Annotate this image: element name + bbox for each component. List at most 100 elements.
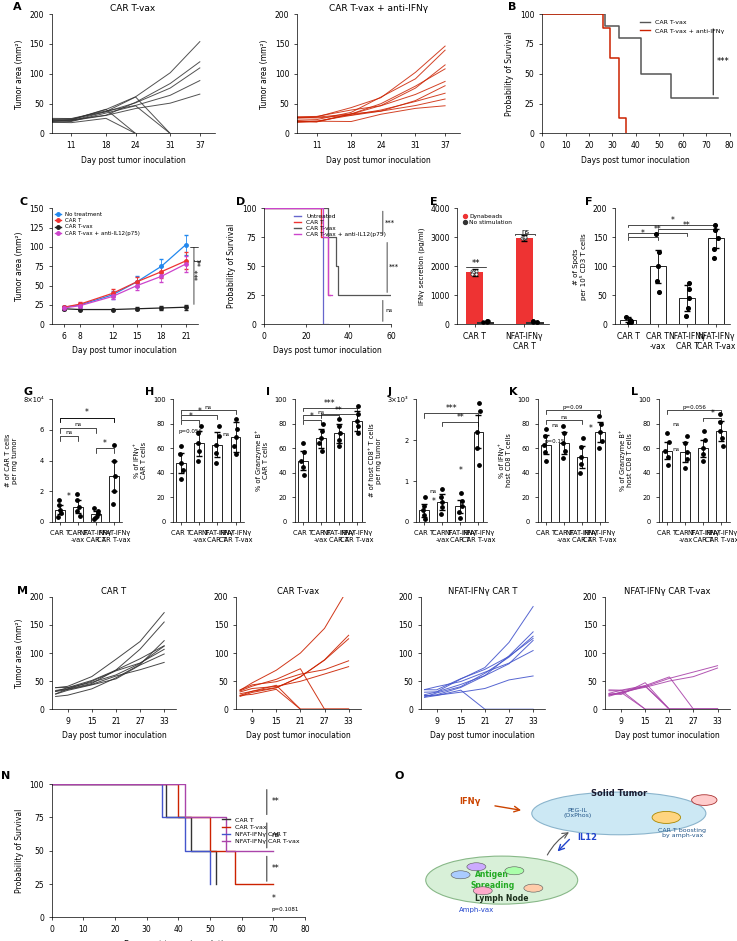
Point [210,446,222,461]
Point [714,423,726,439]
Text: G: G [24,387,32,397]
Text: p=0.15: p=0.15 [545,439,565,444]
Y-axis label: Tumor area (mm²): Tumor area (mm²) [15,231,24,301]
Text: ***: *** [385,219,395,225]
Point [708,242,720,257]
Point [352,426,364,441]
Point [419,498,430,513]
Point [108,438,119,453]
Point [298,468,310,483]
Text: **: ** [456,412,464,422]
Point [527,314,539,329]
Ellipse shape [532,792,706,835]
Bar [109,476,119,522]
Point [456,499,468,514]
Y-axis label: % of Granzyme B⁺
host CD8 T cells: % of Granzyme B⁺ host CD8 T cells [619,430,633,491]
Point [316,423,328,439]
Bar [595,432,605,522]
Point [195,419,207,434]
Point [557,451,569,466]
Point [192,436,204,451]
Point [467,266,478,281]
Point [175,439,186,454]
Point [54,493,66,508]
Point [717,439,729,454]
Point [481,314,493,329]
Text: ***: *** [717,57,730,67]
Point [680,436,691,451]
Point [712,231,724,246]
Bar [437,502,447,522]
Text: O: O [394,771,403,781]
Point [575,439,587,455]
Point [436,495,448,510]
Text: ns: ns [673,447,680,452]
Text: I: I [266,387,270,397]
Bar [55,510,65,522]
Bar [176,463,186,522]
Point [652,259,663,274]
Point [575,456,587,471]
Point [663,449,674,464]
Point [680,308,691,323]
Bar [419,511,429,522]
Point [481,314,492,329]
Legend: Dynabeads, No stimulation: Dynabeads, No stimulation [461,212,514,228]
X-axis label: Day post tumor inoculation: Day post tumor inoculation [430,731,535,741]
Point [455,486,467,501]
Y-axis label: % of IFNγ⁺
host CD8 T cells: % of IFNγ⁺ host CD8 T cells [498,434,511,487]
Text: ***: *** [389,263,399,269]
Text: CAR T: CAR T [698,798,710,802]
Bar [334,434,344,522]
Point [298,444,310,459]
Circle shape [473,886,492,895]
X-axis label: Day post tumor inoculation: Day post tumor inoculation [326,155,430,165]
Text: ns: ns [74,422,82,427]
Y-axis label: Probability of Survival: Probability of Survival [227,224,237,309]
Point [352,399,363,414]
Text: CAR T boosting
by amph-vax: CAR T boosting by amph-vax [658,828,706,838]
Point [539,428,551,443]
Point [527,314,539,329]
Bar [679,298,695,325]
Point [419,511,431,526]
Point [231,411,242,426]
Y-axis label: # of Spots
per 10⁵ CD3 T cells: # of Spots per 10⁵ CD3 T cells [573,233,587,299]
Text: **: ** [683,221,691,230]
Title: CAR T-vax: CAR T-vax [277,587,320,596]
Point [177,463,189,478]
Y-axis label: Tumor area (mm²): Tumor area (mm²) [15,618,24,688]
Point [519,230,531,245]
Point [620,310,632,325]
Text: IL12: IL12 [577,833,597,842]
Point [334,432,346,447]
Point [110,469,122,484]
Point [716,431,727,446]
Y-axis label: Tumor area (mm²): Tumor area (mm²) [15,39,24,108]
Text: p=0.1081: p=0.1081 [272,907,299,912]
Point [697,447,709,462]
Y-axis label: Tumor area (mm²): Tumor area (mm²) [260,39,269,108]
Text: H: H [144,387,154,397]
Text: K: K [509,387,518,397]
Point [210,437,222,452]
Point [419,490,431,505]
Text: L: L [631,387,638,397]
Bar [455,506,465,522]
X-axis label: Day post tumor inoculation: Day post tumor inoculation [246,731,351,741]
Point [228,439,240,454]
Text: **: ** [272,797,279,805]
Bar [708,238,724,325]
Point [194,443,206,458]
Point [653,245,665,260]
Text: ns: ns [560,415,567,420]
Point [653,285,665,300]
Text: PEG-IL
(OxPhos): PEG-IL (OxPhos) [564,807,592,819]
Point [559,443,570,458]
Bar [316,439,326,522]
Y-axis label: % of Granzyme B⁺
CAR T cells: % of Granzyme B⁺ CAR T cells [255,430,269,491]
Point [558,426,570,441]
Text: ns: ns [205,405,212,410]
Point [681,452,693,467]
Y-axis label: Probability of Survival: Probability of Survival [15,808,24,893]
